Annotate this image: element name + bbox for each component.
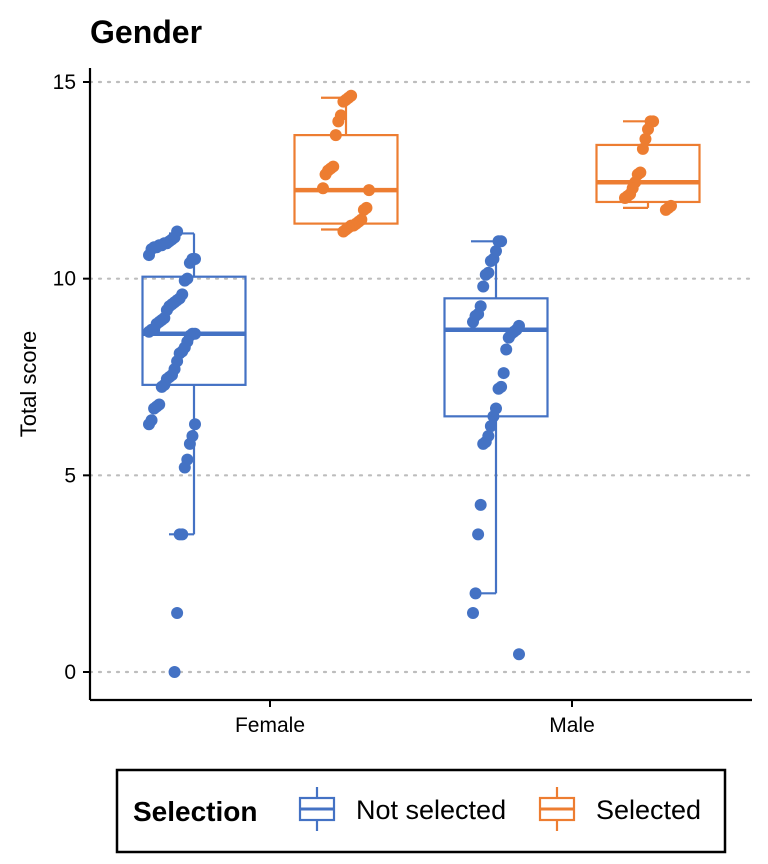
point-not-selected: [497, 367, 510, 380]
point-selected: [319, 168, 332, 181]
y-axis-title: Total score: [16, 331, 41, 437]
point-not-selected: [168, 666, 181, 678]
point-not-selected: [479, 268, 492, 281]
point-selected: [357, 203, 370, 216]
point-not-selected: [467, 607, 479, 619]
point-not-selected: [148, 402, 161, 415]
jitter-points: [143, 89, 677, 678]
point-selected: [317, 182, 329, 195]
point-not-selected: [143, 249, 155, 262]
point-not-selected: [477, 437, 490, 450]
chart-title: Gender: [90, 14, 202, 50]
point-selected: [639, 133, 652, 146]
point-selected: [329, 129, 342, 142]
point-not-selected: [189, 418, 201, 431]
point-not-selected: [487, 410, 500, 423]
point-not-selected: [469, 587, 482, 600]
point-selected: [337, 225, 350, 238]
point-selected: [363, 184, 375, 197]
y-tick-label: 0: [64, 661, 76, 684]
point-selected: [642, 123, 654, 136]
y-tick-label: 15: [53, 71, 76, 94]
point-not-selected: [171, 607, 184, 619]
legend-key-not-selected: Not selected: [298, 787, 506, 831]
legend-label: Not selected: [356, 795, 506, 825]
point-not-selected: [474, 498, 487, 511]
point-not-selected: [155, 380, 168, 393]
x-tick-label-male: Male: [549, 714, 595, 737]
point-not-selected: [492, 382, 505, 395]
box-not-selected-male: [443, 240, 549, 595]
box-iqr: [595, 143, 701, 204]
point-not-selected: [484, 254, 497, 267]
y-tick-label: 5: [64, 464, 76, 487]
box-iqr: [443, 297, 549, 418]
axes: 0 5 10 15 Female Male: [53, 68, 752, 737]
point-selected: [636, 142, 649, 155]
point-not-selected: [143, 418, 155, 431]
box-iqr: [293, 134, 399, 225]
point-not-selected: [502, 331, 515, 344]
y-tick-label: 10: [53, 268, 76, 291]
point-not-selected: [183, 256, 196, 269]
x-tick-label-female: Female: [235, 714, 305, 737]
legend: Selection Not selected Selected: [115, 768, 727, 854]
point-selected: [659, 203, 672, 216]
box-plots: [141, 96, 701, 595]
point-not-selected: [178, 461, 191, 474]
point-not-selected: [173, 528, 186, 541]
point-not-selected: [183, 437, 196, 450]
point-not-selected: [492, 235, 505, 248]
point-not-selected: [484, 420, 497, 433]
point-selected: [619, 192, 631, 205]
legend-frame: [115, 768, 727, 854]
point-not-selected: [178, 274, 191, 287]
legend-title: Selection: [133, 796, 257, 827]
point-not-selected: [472, 528, 485, 541]
point-not-selected: [477, 280, 490, 293]
point-not-selected: [500, 343, 513, 356]
point-not-selected: [467, 315, 479, 328]
grid-lines: [88, 80, 754, 674]
box-iqr: [141, 275, 247, 386]
point-not-selected: [143, 325, 155, 338]
legend-label: Selected: [596, 795, 701, 825]
point-selected: [332, 115, 345, 128]
legend-key-selected: Selected: [538, 787, 701, 831]
point-selected: [337, 95, 350, 108]
point-not-selected: [513, 648, 525, 661]
